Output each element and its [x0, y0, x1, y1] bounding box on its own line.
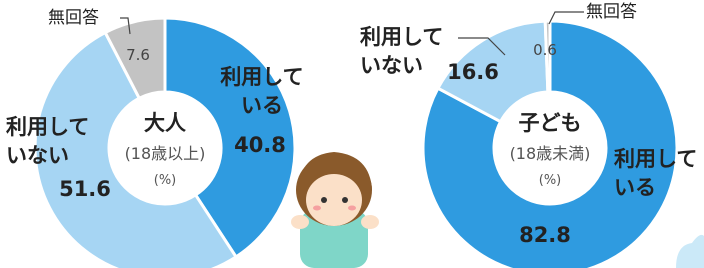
unit: (%) — [154, 173, 177, 188]
value-label: 82.8 — [519, 223, 571, 247]
center-title: 子ども — [519, 111, 582, 135]
value-label: 0.6 — [533, 41, 557, 59]
center-title: 大人 — [144, 111, 186, 135]
cloud — [676, 235, 704, 268]
category-label: 利用していない — [360, 25, 443, 77]
center-subtitle: (18歳以上) — [125, 144, 206, 163]
category-label: 無回答 — [586, 2, 637, 22]
value-label: 51.6 — [59, 177, 111, 201]
unit: (%) — [539, 173, 562, 188]
value-label: 7.6 — [126, 46, 150, 64]
value-label: 16.6 — [447, 60, 499, 84]
category-label: 無回答 — [48, 8, 99, 28]
center-subtitle: (18歳未満) — [510, 144, 591, 163]
value-label: 40.8 — [234, 133, 286, 157]
chart: 大人(18歳以上)(%)利用している40.8利用していない51.6無回答7.6子… — [0, 0, 704, 268]
illustration — [291, 152, 379, 268]
